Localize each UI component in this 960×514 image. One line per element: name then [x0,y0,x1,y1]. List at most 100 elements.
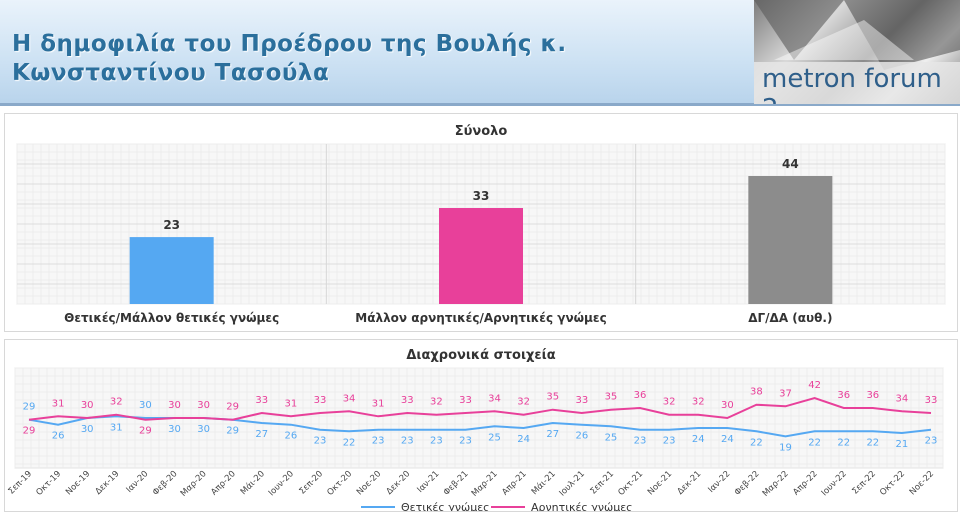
negative-data-label: 29 [226,402,239,413]
positive-data-label: 30 [168,424,181,435]
positive-data-label: 19 [779,442,792,453]
positive-data-label: 22 [808,437,821,448]
bar-value-label: 44 [782,157,799,171]
negative-data-label: 31 [285,398,298,409]
negative-data-label: 38 [750,387,763,398]
negative-data-label: 33 [314,395,327,406]
x-tick-label: Ιουν-22 [820,469,849,498]
negative-data-label: 30 [197,400,210,411]
negative-data-label: 34 [343,393,356,404]
negative-data-label: 29 [139,426,152,437]
negative-data-label: 30 [721,400,734,411]
positive-data-label: 25 [488,432,501,443]
positive-data-label: 22 [750,437,763,448]
positive-data-label: 23 [372,436,385,447]
x-tick-label: Ιαν-22 [706,469,732,495]
x-tick-label: Οκτ-20 [325,469,354,498]
summary-bar-chart: 23 Θετικές/Μάλλον θετικές γνώμες 33 Μάλλον … [16,143,946,325]
positive-data-label: 24 [692,434,705,445]
positive-data-label: 31 [110,422,123,433]
x-tick-label: Δεκ-20 [385,469,413,497]
x-tick-label: Νοε-20 [355,469,383,497]
positive-data-label: 22 [866,437,879,448]
negative-data-label: 30 [168,400,181,411]
x-tick-label: Ιαν-21 [415,469,441,495]
bar-1 [129,237,214,304]
positive-data-label: 22 [837,437,850,448]
positive-data-label: 30 [197,424,210,435]
positive-data-label: 27 [255,429,268,440]
summary-panel: Σύνολο 23 Θετικές/Μάλλον θετικές γνώμες 33… [4,113,958,332]
timeline-panel: Διαχρονικά στοιχεία 29 29 26 31 30 30 31 32 30 29… [4,339,958,512]
x-tick-label: Οκτ-19 [34,469,63,498]
positive-data-label: 22 [343,437,356,448]
negative-data-label: 29 [23,426,36,437]
negative-data-label: 36 [866,390,879,401]
positive-data-label: 23 [925,436,938,447]
negative-data-label: 36 [837,390,850,401]
x-tick-label: Σεπ-19 [7,469,35,497]
x-tick-label: Σεπ-22 [850,469,878,497]
x-tick-label: Οκτ-22 [878,469,907,498]
logo-text: metron forum 2. [762,64,942,104]
x-tick-label: Μαρ-20 [179,469,209,499]
header-banner: Η δημοφιλία του Προέδρου της Βουλής κ. Κ… [0,0,960,106]
x-tick-label: Απρ-20 [209,469,237,497]
negative-data-label: 32 [110,397,123,408]
negative-data-label: 32 [430,397,443,408]
positive-data-label: 26 [575,431,588,442]
x-tick-label: Φεβ-22 [733,469,762,498]
x-tick-label: Ιαν-20 [125,469,151,495]
positive-data-label: 23 [314,436,327,447]
bar-category-label: ΔΓ/ΔΑ (αυθ.) [748,311,832,325]
negative-data-label: 32 [692,397,705,408]
positive-data-label: 24 [517,434,530,445]
x-tick-label: Μάι-20 [239,469,267,497]
x-tick-label: Ιουλ-21 [558,469,587,498]
positive-data-label: 21 [896,439,909,450]
metron-forum-logo: metron forum 2. [754,0,960,104]
logo-graphic [754,0,960,104]
x-tick-label: Δεκ-19 [94,469,122,497]
x-tick-label: Απρ-22 [791,469,819,497]
positive-data-label: 23 [634,436,647,447]
positive-data-label: 25 [605,432,618,443]
negative-data-label: 35 [605,392,618,403]
negative-data-label: 32 [517,397,530,408]
negative-data-label: 34 [488,393,501,404]
negative-data-label: 30 [81,400,94,411]
positive-data-label: 29 [23,402,36,413]
negative-data-label: 42 [808,380,821,391]
negative-data-label: 33 [575,395,588,406]
page-title: Η δημοφιλία του Προέδρου της Βουλής κ. Κ… [12,31,567,86]
negative-data-label: 31 [52,398,65,409]
x-tick-label: Μαρ-22 [761,469,791,499]
negative-data-label: 32 [663,397,676,408]
positive-data-label: 23 [430,436,443,447]
legend-label: Θετικές γνώμες [401,501,490,511]
timeline-line-chart: 29 29 26 31 30 30 31 32 30 29 30 30 30 30 29 29 27 33 26 31… [7,367,944,511]
summary-chart-title: Σύνολο [454,124,508,139]
positive-data-label: 27 [546,429,559,440]
x-tick-label: Νοε-22 [908,469,936,497]
x-tick-label: Οκτ-21 [616,469,645,498]
bar-value-label: 23 [163,218,180,232]
bar-category-label: Μάλλον αρνητικές/Αρνητικές γνώμες [355,311,606,325]
x-tick-label: Απρ-21 [500,469,528,497]
bar-3 [748,176,833,304]
bar-value-label: 33 [473,189,490,203]
positive-data-label: 26 [285,431,298,442]
x-tick-label: Νοε-19 [64,469,92,497]
positive-data-label: 29 [226,426,239,437]
positive-data-label: 30 [81,424,94,435]
x-tick-label: Δεκ-21 [676,469,704,497]
negative-data-label: 33 [459,395,472,406]
x-tick-label: Μαρ-21 [470,469,500,499]
bar-category-label: Θετικές/Μάλλον θετικές γνώμες [64,311,279,325]
positive-data-label: 24 [721,434,734,445]
x-tick-label: Νοε-21 [646,469,674,497]
negative-data-label: 33 [255,395,268,406]
negative-data-label: 31 [372,398,385,409]
positive-data-label: 23 [401,436,414,447]
x-tick-label: Μάι-21 [530,469,558,497]
